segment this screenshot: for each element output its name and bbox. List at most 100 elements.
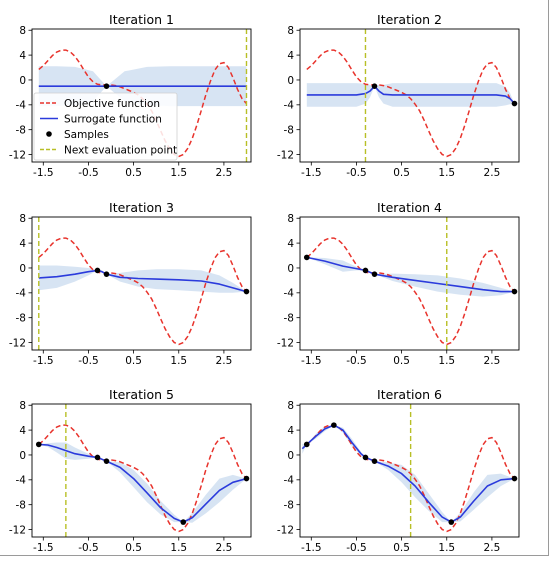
subplot-3: -1.5 -0.5 0.5 1.5 2.5 8 4 0 -4 -8 -12 Iteration 3 (9, 200, 252, 367)
y-tick-label: -8 (16, 124, 26, 136)
x-tick-label: 2.5 (216, 355, 233, 367)
x-tick-label: -0.5 (78, 355, 99, 367)
x-tick-label: 0.5 (393, 355, 410, 367)
surrogate-function-line (301, 424, 515, 523)
y-tick-label: 8 (19, 400, 26, 412)
y-tick-label: -4 (284, 100, 295, 112)
x-tick-label: 2.5 (484, 355, 501, 367)
sample-point (511, 100, 518, 107)
sample-point (243, 475, 250, 482)
y-tick-label: -12 (9, 337, 26, 349)
legend-entry-label: Objective function (64, 98, 160, 110)
subplot-2: -1.5 -0.5 0.5 1.5 2.5 8 4 0 -4 -8 -12 Iteration 2 (277, 12, 520, 179)
sample-point (243, 288, 250, 295)
subplot-title: Iteration 6 (377, 387, 442, 402)
x-tick-label: -0.5 (346, 167, 367, 179)
subplot-6: -1.5 -0.5 0.5 1.5 2.5 8 4 0 -4 -8 -12 Iteration 6 (277, 387, 520, 554)
y-tick-label: -4 (284, 288, 295, 300)
uncertainty-band (306, 257, 515, 297)
x-tick-label: -1.5 (301, 542, 322, 554)
y-tick-label: 4 (19, 238, 26, 250)
x-tick-label: 1.5 (438, 167, 455, 179)
x-tick-label: 2.5 (484, 542, 501, 554)
y-tick-label: -8 (16, 312, 26, 324)
surrogate-function-line (306, 256, 515, 293)
legend-entry-label: Next evaluation point (64, 144, 177, 156)
y-tick-label: 4 (19, 425, 26, 437)
sample-point (103, 271, 110, 277)
y-tick-label: 8 (287, 25, 294, 37)
sample-point (103, 83, 110, 89)
figure-frame-right (548, 0, 549, 556)
y-tick-label: 0 (287, 450, 294, 462)
x-tick-label: 1.5 (170, 167, 187, 179)
x-tick-label: 1.5 (438, 542, 455, 554)
y-tick-label: 8 (287, 213, 294, 225)
axes-frame (299, 403, 520, 538)
surrogate-function-line (306, 85, 516, 105)
x-tick-label: -0.5 (346, 355, 367, 367)
x-tick-label: 1.5 (170, 542, 187, 554)
subplot-5: -1.5 -0.5 0.5 1.5 2.5 8 4 0 -4 -8 -12 Iteration 5 (9, 387, 252, 554)
x-tick-label: 2.5 (216, 167, 233, 179)
sample-point (303, 441, 310, 448)
y-tick-label: 4 (287, 50, 294, 62)
legend-box (33, 92, 178, 161)
y-tick-label: -4 (284, 475, 295, 487)
plot-area (301, 404, 518, 537)
subplot-title: Iteration 5 (109, 387, 174, 402)
subplot-4: -1.5 -0.5 0.5 1.5 2.5 8 4 0 -4 -8 -12 Iteration 4 (277, 200, 520, 367)
legend: Objective function Surrogate function Samp… (33, 92, 178, 161)
y-tick-label: -4 (16, 475, 27, 487)
uncertainty-band (302, 425, 515, 523)
axes-frame (299, 216, 520, 351)
y-tick-label: 8 (287, 400, 294, 412)
sample-point (511, 475, 518, 482)
sample-point (180, 519, 187, 525)
sample-point (35, 441, 42, 448)
subplot-title: Iteration 3 (109, 200, 174, 215)
y-tick-label: -12 (277, 149, 294, 161)
y-tick-label: 8 (19, 25, 26, 37)
figure-frame-bottom (0, 555, 549, 556)
sample-point (362, 454, 369, 461)
x-tick-label: -1.5 (33, 355, 54, 367)
x-tick-label: 0.5 (393, 167, 410, 179)
y-tick-label: -12 (9, 524, 26, 536)
legend-entry-label: Surrogate function (64, 113, 162, 125)
x-tick-label: -0.5 (78, 542, 99, 554)
x-tick-label: -0.5 (346, 542, 367, 554)
x-tick-label: 1.5 (170, 355, 187, 367)
objective-function-line (38, 424, 248, 533)
x-tick-label: 2.5 (216, 542, 233, 554)
y-tick-label: -8 (284, 499, 294, 511)
sample-point (331, 422, 337, 428)
x-tick-label: -0.5 (78, 167, 99, 179)
legend-samples-swatch (46, 131, 52, 137)
x-tick-label: 1.5 (438, 355, 455, 367)
y-tick-label: -8 (16, 499, 26, 511)
axes-frame (31, 216, 252, 351)
surrogate-function-line (38, 269, 247, 293)
sample-point (371, 83, 378, 89)
objective-function-line (38, 237, 248, 346)
subplot-1: -1.5 -0.5 0.5 1.5 2.5 8 4 0 -4 -8 -12 Iteration 1 Ob… (9, 12, 252, 179)
plot-area (35, 404, 250, 537)
axes-frame (31, 403, 252, 538)
sample-point (511, 288, 518, 295)
y-tick-label: -4 (16, 100, 27, 112)
y-tick-label: -12 (277, 524, 294, 536)
plot-area (38, 217, 250, 350)
x-tick-label: 0.5 (125, 167, 142, 179)
axes-frame (31, 28, 252, 163)
x-tick-label: -1.5 (33, 542, 54, 554)
sample-point (371, 458, 378, 464)
x-tick-label: -1.5 (301, 355, 322, 367)
surrogate-function-line (38, 443, 247, 523)
y-tick-label: -8 (284, 312, 294, 324)
y-tick-label: 4 (19, 50, 26, 62)
legend-entry-label: Samples (64, 129, 109, 141)
x-tick-label: -1.5 (301, 167, 322, 179)
y-tick-label: -12 (277, 337, 294, 349)
y-tick-label: 8 (19, 213, 26, 225)
